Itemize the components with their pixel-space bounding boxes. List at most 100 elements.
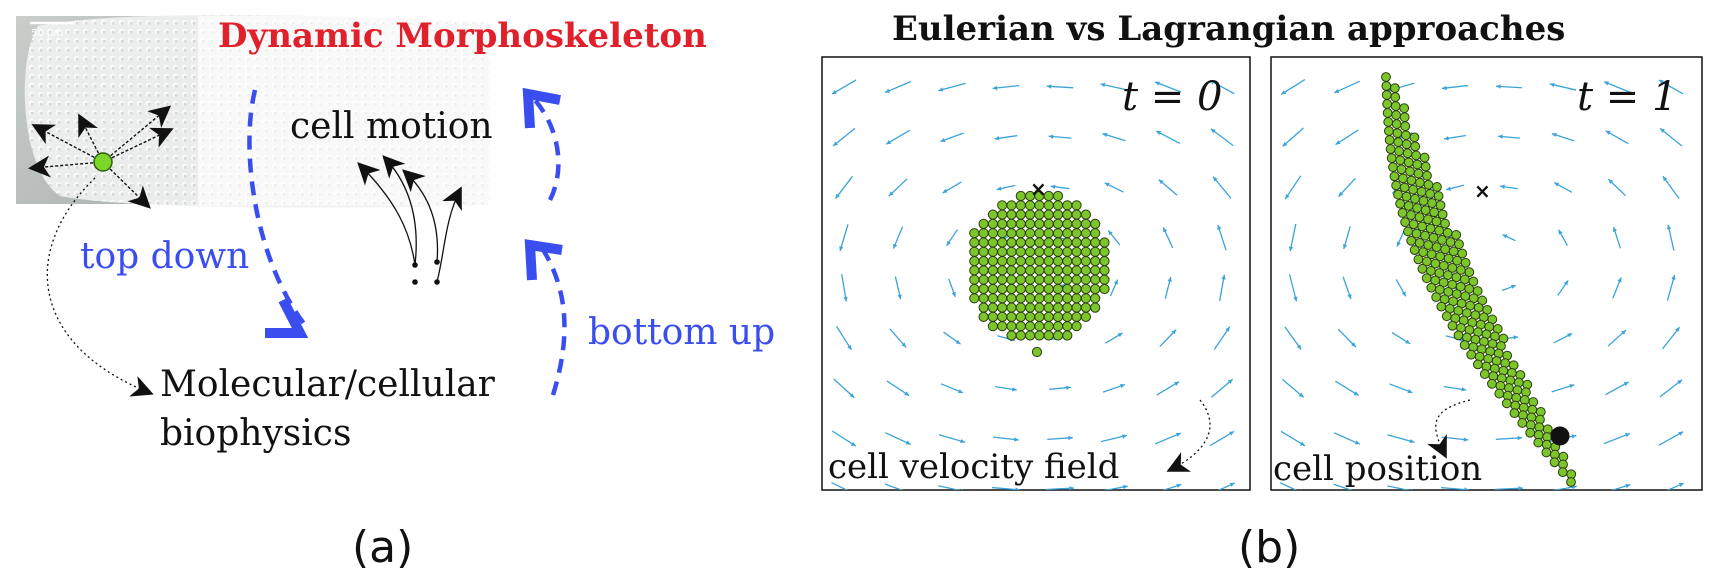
cell [1015, 190, 1026, 202]
cell [1052, 283, 1064, 295]
velocity-arrowhead [1502, 234, 1508, 239]
cell [1401, 191, 1412, 202]
velocity-arrowhead [885, 88, 891, 93]
cell [1410, 193, 1420, 204]
cell [1384, 135, 1395, 145]
velocity-arrow [938, 485, 961, 490]
cell [978, 283, 989, 295]
cell [978, 237, 989, 248]
cell [987, 237, 999, 248]
cell [1015, 302, 1026, 313]
velocity-arrow [1209, 79, 1235, 95]
cell [1414, 212, 1425, 223]
cell [1052, 330, 1064, 341]
velocity-arrowhead [1298, 392, 1304, 398]
velocity-arrow [1603, 432, 1631, 445]
velocity-arrowhead [1221, 274, 1226, 280]
cell [1413, 168, 1424, 179]
cell [1410, 141, 1421, 152]
velocity-arrowhead [1518, 486, 1523, 490]
cell [1006, 330, 1017, 341]
velocity-arrow [1658, 79, 1684, 95]
cell [1381, 90, 1392, 100]
cell [1062, 302, 1073, 313]
cell [1403, 226, 1413, 237]
velocity-arrowhead [1335, 140, 1341, 145]
cell [1460, 257, 1471, 268]
cell [1390, 92, 1401, 102]
cell [1423, 214, 1433, 225]
cell [1043, 265, 1054, 276]
velocity-arrow [938, 82, 966, 92]
cell [978, 228, 989, 239]
cell [1043, 218, 1054, 229]
velocity-field [831, 79, 1236, 495]
velocity-arrow [1440, 486, 1470, 490]
velocity-arrowhead [835, 193, 840, 199]
cell [1090, 274, 1101, 285]
velocity-arrowhead [946, 240, 951, 246]
velocity-arrowhead [1301, 491, 1306, 495]
velocity-arrow [1610, 484, 1631, 490]
velocity-arrowhead [1122, 484, 1128, 490]
cell [978, 274, 989, 285]
velocity-arrowhead [1342, 244, 1348, 250]
cell [1411, 150, 1422, 161]
velocity-arrowhead [1210, 128, 1216, 134]
velocity-arrowhead [1675, 327, 1680, 333]
cell [969, 237, 980, 248]
cell [1052, 237, 1064, 248]
velocity-arrow [885, 432, 911, 446]
cell [1423, 179, 1434, 190]
cell [1034, 237, 1045, 248]
panel-b-caption: (b) [1238, 522, 1300, 573]
cell [1062, 246, 1073, 257]
velocity-arrowhead [1409, 438, 1415, 444]
cell [1457, 248, 1468, 259]
lagrangian-frame [1270, 56, 1703, 491]
cell [1400, 130, 1411, 141]
cell [1062, 228, 1073, 239]
cell [1566, 477, 1576, 487]
cell [1052, 200, 1064, 211]
cell [987, 256, 999, 267]
cell [1464, 267, 1475, 278]
panel-b: Eulerian vs Lagrangian approaches × t = … [821, 9, 1703, 573]
cell [1090, 237, 1101, 248]
velocity-arrowhead [1351, 342, 1356, 347]
velocity-arrowhead [996, 186, 1002, 191]
velocity-arrowhead [951, 291, 956, 297]
cell [1403, 157, 1414, 168]
cell [1043, 321, 1054, 332]
deformed-cell-cluster: × [1381, 72, 1577, 487]
cell [1015, 283, 1026, 295]
cell [1043, 200, 1054, 211]
cell [1052, 209, 1064, 220]
cell [1025, 330, 1036, 341]
cell [1015, 237, 1026, 248]
cell-arrows [28, 105, 174, 209]
velocity-arrowhead [905, 440, 911, 445]
velocity-arrowhead [1347, 294, 1352, 300]
cell [1392, 128, 1403, 138]
velocity-arrow [1333, 432, 1361, 445]
cell [1391, 180, 1402, 191]
cell [1415, 177, 1425, 188]
velocity-arrowhead [1517, 435, 1523, 441]
dotted-link-arrow [46, 177, 154, 397]
cell [997, 302, 1008, 313]
tracked-cell [93, 152, 113, 172]
cell [969, 274, 980, 285]
cell [1099, 246, 1110, 257]
cell [1090, 293, 1101, 304]
velocity-arrowhead [1678, 482, 1684, 487]
velocity-arrowhead [852, 491, 857, 495]
cell [1409, 245, 1420, 255]
cell [1549, 457, 1560, 468]
velocity-arrowhead [1660, 128, 1665, 133]
cell [1043, 228, 1054, 239]
reference-cell [1550, 426, 1570, 446]
cell [1390, 101, 1401, 111]
cell [997, 237, 1008, 248]
cell [1432, 182, 1442, 192]
